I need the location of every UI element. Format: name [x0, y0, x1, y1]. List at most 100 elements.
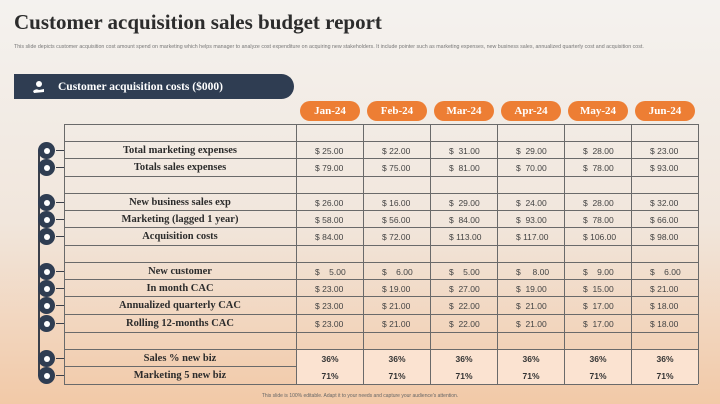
table-cell: $ 15.00 — [583, 283, 614, 294]
row-connector — [56, 288, 64, 289]
table-cell: $ 75.00 — [382, 162, 411, 173]
table-cell: $ 117.00 — [516, 231, 549, 242]
trophy-icon — [38, 367, 55, 384]
grid-line — [64, 296, 698, 297]
table-cell: $ 93.00 — [516, 214, 547, 225]
table-cell: $ 21.00 — [516, 318, 547, 329]
grid-line — [64, 349, 698, 350]
row-label: Marketing (lagged 1 year) — [121, 214, 239, 225]
briefcase-icon — [38, 194, 55, 211]
row-connector — [56, 323, 64, 324]
table-cell: $ 23.00 — [315, 283, 344, 294]
refresh-icon — [38, 315, 55, 332]
footer-note: This slide is 100% editable. Adapt it to… — [261, 393, 459, 399]
table-cell: $ 17.00 — [583, 318, 614, 329]
row-label: Total marketing expenses — [123, 145, 237, 156]
row-label: New business sales exp — [129, 197, 231, 208]
grid-line — [64, 124, 65, 384]
table-cell: $ 22.00 — [449, 318, 480, 329]
table-cell: $ 29.00 — [449, 197, 480, 208]
table-cell: $ 8.00 — [516, 266, 550, 277]
table-cell: 71% — [364, 367, 430, 384]
table-cell: $ 70.00 — [516, 162, 547, 173]
grid-line — [698, 124, 699, 384]
grid-line — [64, 262, 698, 263]
grid-line — [64, 332, 698, 333]
table-cell: $ 19.00 — [382, 283, 411, 294]
table-cell: $ 58.00 — [315, 214, 344, 225]
grid-line — [631, 124, 632, 384]
grid-line — [64, 227, 698, 228]
row-connector — [56, 219, 64, 220]
month-header: Jun-24 — [635, 101, 695, 121]
table-cell: $ 56.00 — [382, 214, 411, 225]
target-icon — [38, 297, 55, 314]
table-cell: $ 29.00 — [516, 145, 547, 156]
table-cell: $ 17.00 — [583, 300, 614, 311]
table-cell: $ 78.00 — [583, 214, 614, 225]
grid-line — [64, 158, 698, 159]
table-cell: $ 16.00 — [382, 197, 411, 208]
grid-line — [497, 124, 498, 384]
row-label: Acquisition costs — [142, 231, 218, 242]
table-cell: $ 72.00 — [382, 231, 411, 242]
grid-line — [64, 193, 698, 194]
grid-line — [64, 314, 698, 315]
gauge-icon — [38, 142, 55, 159]
row-label: Sales % new biz — [143, 353, 217, 364]
table-cell: $ 27.00 — [449, 283, 480, 294]
table-cell: 71% — [565, 367, 631, 384]
table-cell: $ 98.00 — [650, 231, 679, 242]
table-cell: $ 28.00 — [583, 145, 614, 156]
table-cell: 71% — [431, 367, 497, 384]
grid-line — [363, 124, 364, 384]
table-cell: $ 81.00 — [449, 162, 480, 173]
table-cell: $ 19.00 — [516, 283, 547, 294]
grid-line — [64, 141, 698, 142]
table-cell: $ 93.00 — [650, 162, 679, 173]
month-header: Mar-24 — [434, 101, 494, 121]
grid-line — [64, 210, 698, 211]
table-cell: $ 31.00 — [449, 145, 480, 156]
row-label: Totals sales expenses — [133, 162, 227, 173]
table-cell: $ 32.00 — [650, 197, 679, 208]
table-cell: $ 28.00 — [583, 197, 614, 208]
grid-line — [64, 245, 698, 246]
table-cell: $ 66.00 — [650, 214, 679, 225]
section-banner: Customer acquisition costs ($000) — [14, 74, 294, 99]
table-cell: $ 5.00 — [449, 266, 480, 277]
row-label: Annualized quarterly CAC — [119, 300, 241, 311]
table-cell: $ 113.00 — [449, 231, 482, 242]
row-label: In month CAC — [146, 283, 214, 294]
row-connector — [56, 375, 64, 376]
row-connector — [56, 305, 64, 306]
table-cell: $ 21.00 — [650, 283, 679, 294]
coins-icon — [38, 228, 55, 245]
table-cell: $ 84.00 — [449, 214, 480, 225]
month-header: Apr-24 — [501, 101, 561, 121]
table-cell: $ 22.00 — [382, 145, 411, 156]
row-connector — [56, 236, 64, 237]
table-cell: $ 21.00 — [382, 300, 411, 311]
grid-line — [296, 124, 297, 384]
month-header: Feb-24 — [367, 101, 427, 121]
table-cell: $ 26.00 — [315, 197, 344, 208]
table-cell: 36% — [498, 350, 564, 367]
table-cell: $ 18.00 — [650, 318, 679, 329]
table-cell: 36% — [364, 350, 430, 367]
table-cell: 36% — [431, 350, 497, 367]
table-cell: $ 24.00 — [516, 197, 547, 208]
table-cell: $ 18.00 — [650, 300, 679, 311]
grid-line — [64, 279, 698, 280]
banner-label: Customer acquisition costs ($000) — [58, 80, 223, 93]
table-cell: $ 23.00 — [650, 145, 679, 156]
table-cell: $ 22.00 — [449, 300, 480, 311]
table-cell: 36% — [297, 350, 363, 367]
month-header: Jan-24 — [300, 101, 360, 121]
row-label: New customer — [148, 266, 212, 277]
grid-line — [64, 384, 698, 385]
chart-icon — [38, 159, 55, 176]
row-connector — [56, 167, 64, 168]
calendar-icon — [38, 280, 55, 297]
percent-icon — [38, 350, 55, 367]
